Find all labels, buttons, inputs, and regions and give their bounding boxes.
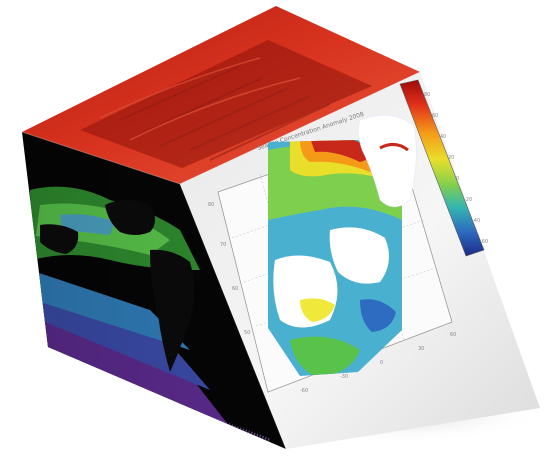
y-tick-labels: 80 70 60 50	[208, 202, 250, 336]
colorbar-label: -20	[464, 197, 472, 203]
colorbar-label: 40	[440, 134, 446, 140]
x-tick-labels: -60 -30 0 30 60	[300, 332, 456, 394]
colorbar-label: 0	[456, 176, 459, 182]
left-face	[22, 132, 286, 449]
cube-edges	[21, 71, 421, 450]
colorbar-label: -40	[472, 218, 480, 224]
colorbar-labels: 80 60 40 20 0 -20 -40 -60	[424, 92, 488, 245]
x-tick-label: -60	[300, 388, 308, 394]
polar-plot	[217, 114, 453, 393]
colorbar-label: 20	[448, 155, 454, 161]
colorbar-label: 60	[432, 113, 438, 119]
colorbar	[399, 79, 485, 257]
x-tick-label: 0	[380, 360, 383, 366]
x-tick-label: 60	[450, 332, 456, 338]
y-tick-label: 50	[244, 330, 250, 336]
y-tick-label: 70	[220, 242, 226, 248]
colorbar-label: 80	[424, 92, 430, 98]
colorbar-label: -60	[480, 239, 488, 245]
x-tick-label: -30	[340, 374, 348, 380]
top-face	[22, 6, 420, 184]
y-tick-label: 80	[208, 202, 214, 208]
y-tick-label: 60	[232, 286, 238, 292]
x-tick-label: 30	[418, 346, 424, 352]
